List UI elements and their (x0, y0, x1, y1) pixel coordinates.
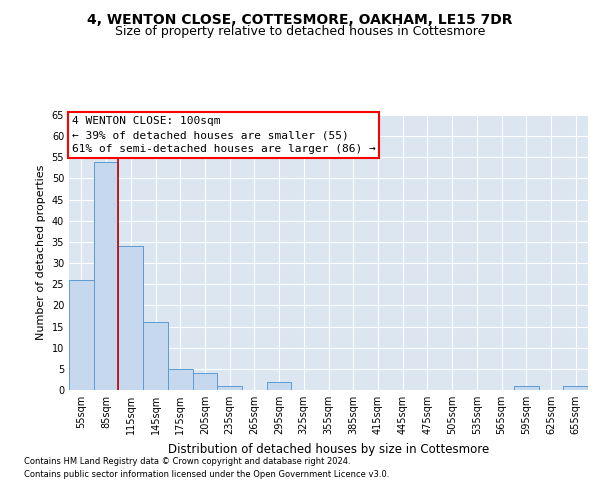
Bar (267, 382, 292, 390)
Bar (563, 386, 588, 390)
Y-axis label: Number of detached properties: Number of detached properties (36, 165, 46, 340)
Text: Contains HM Land Registry data © Crown copyright and database right 2024.: Contains HM Land Registry data © Crown c… (24, 458, 350, 466)
Text: 4, WENTON CLOSE, COTTESMORE, OAKHAM, LE15 7DR: 4, WENTON CLOSE, COTTESMORE, OAKHAM, LE1… (87, 12, 513, 26)
Bar (217, 386, 242, 390)
Bar (118, 246, 143, 390)
Bar (94, 162, 118, 390)
Bar (193, 373, 217, 390)
Text: Contains public sector information licensed under the Open Government Licence v3: Contains public sector information licen… (24, 470, 389, 479)
Bar (69, 280, 94, 390)
Text: 4 WENTON CLOSE: 100sqm
← 39% of detached houses are smaller (55)
61% of semi-det: 4 WENTON CLOSE: 100sqm ← 39% of detached… (71, 116, 376, 154)
Bar (143, 322, 168, 390)
X-axis label: Distribution of detached houses by size in Cottesmore: Distribution of detached houses by size … (168, 442, 489, 456)
Text: Size of property relative to detached houses in Cottesmore: Size of property relative to detached ho… (115, 25, 485, 38)
Bar (168, 369, 193, 390)
Bar (514, 386, 539, 390)
